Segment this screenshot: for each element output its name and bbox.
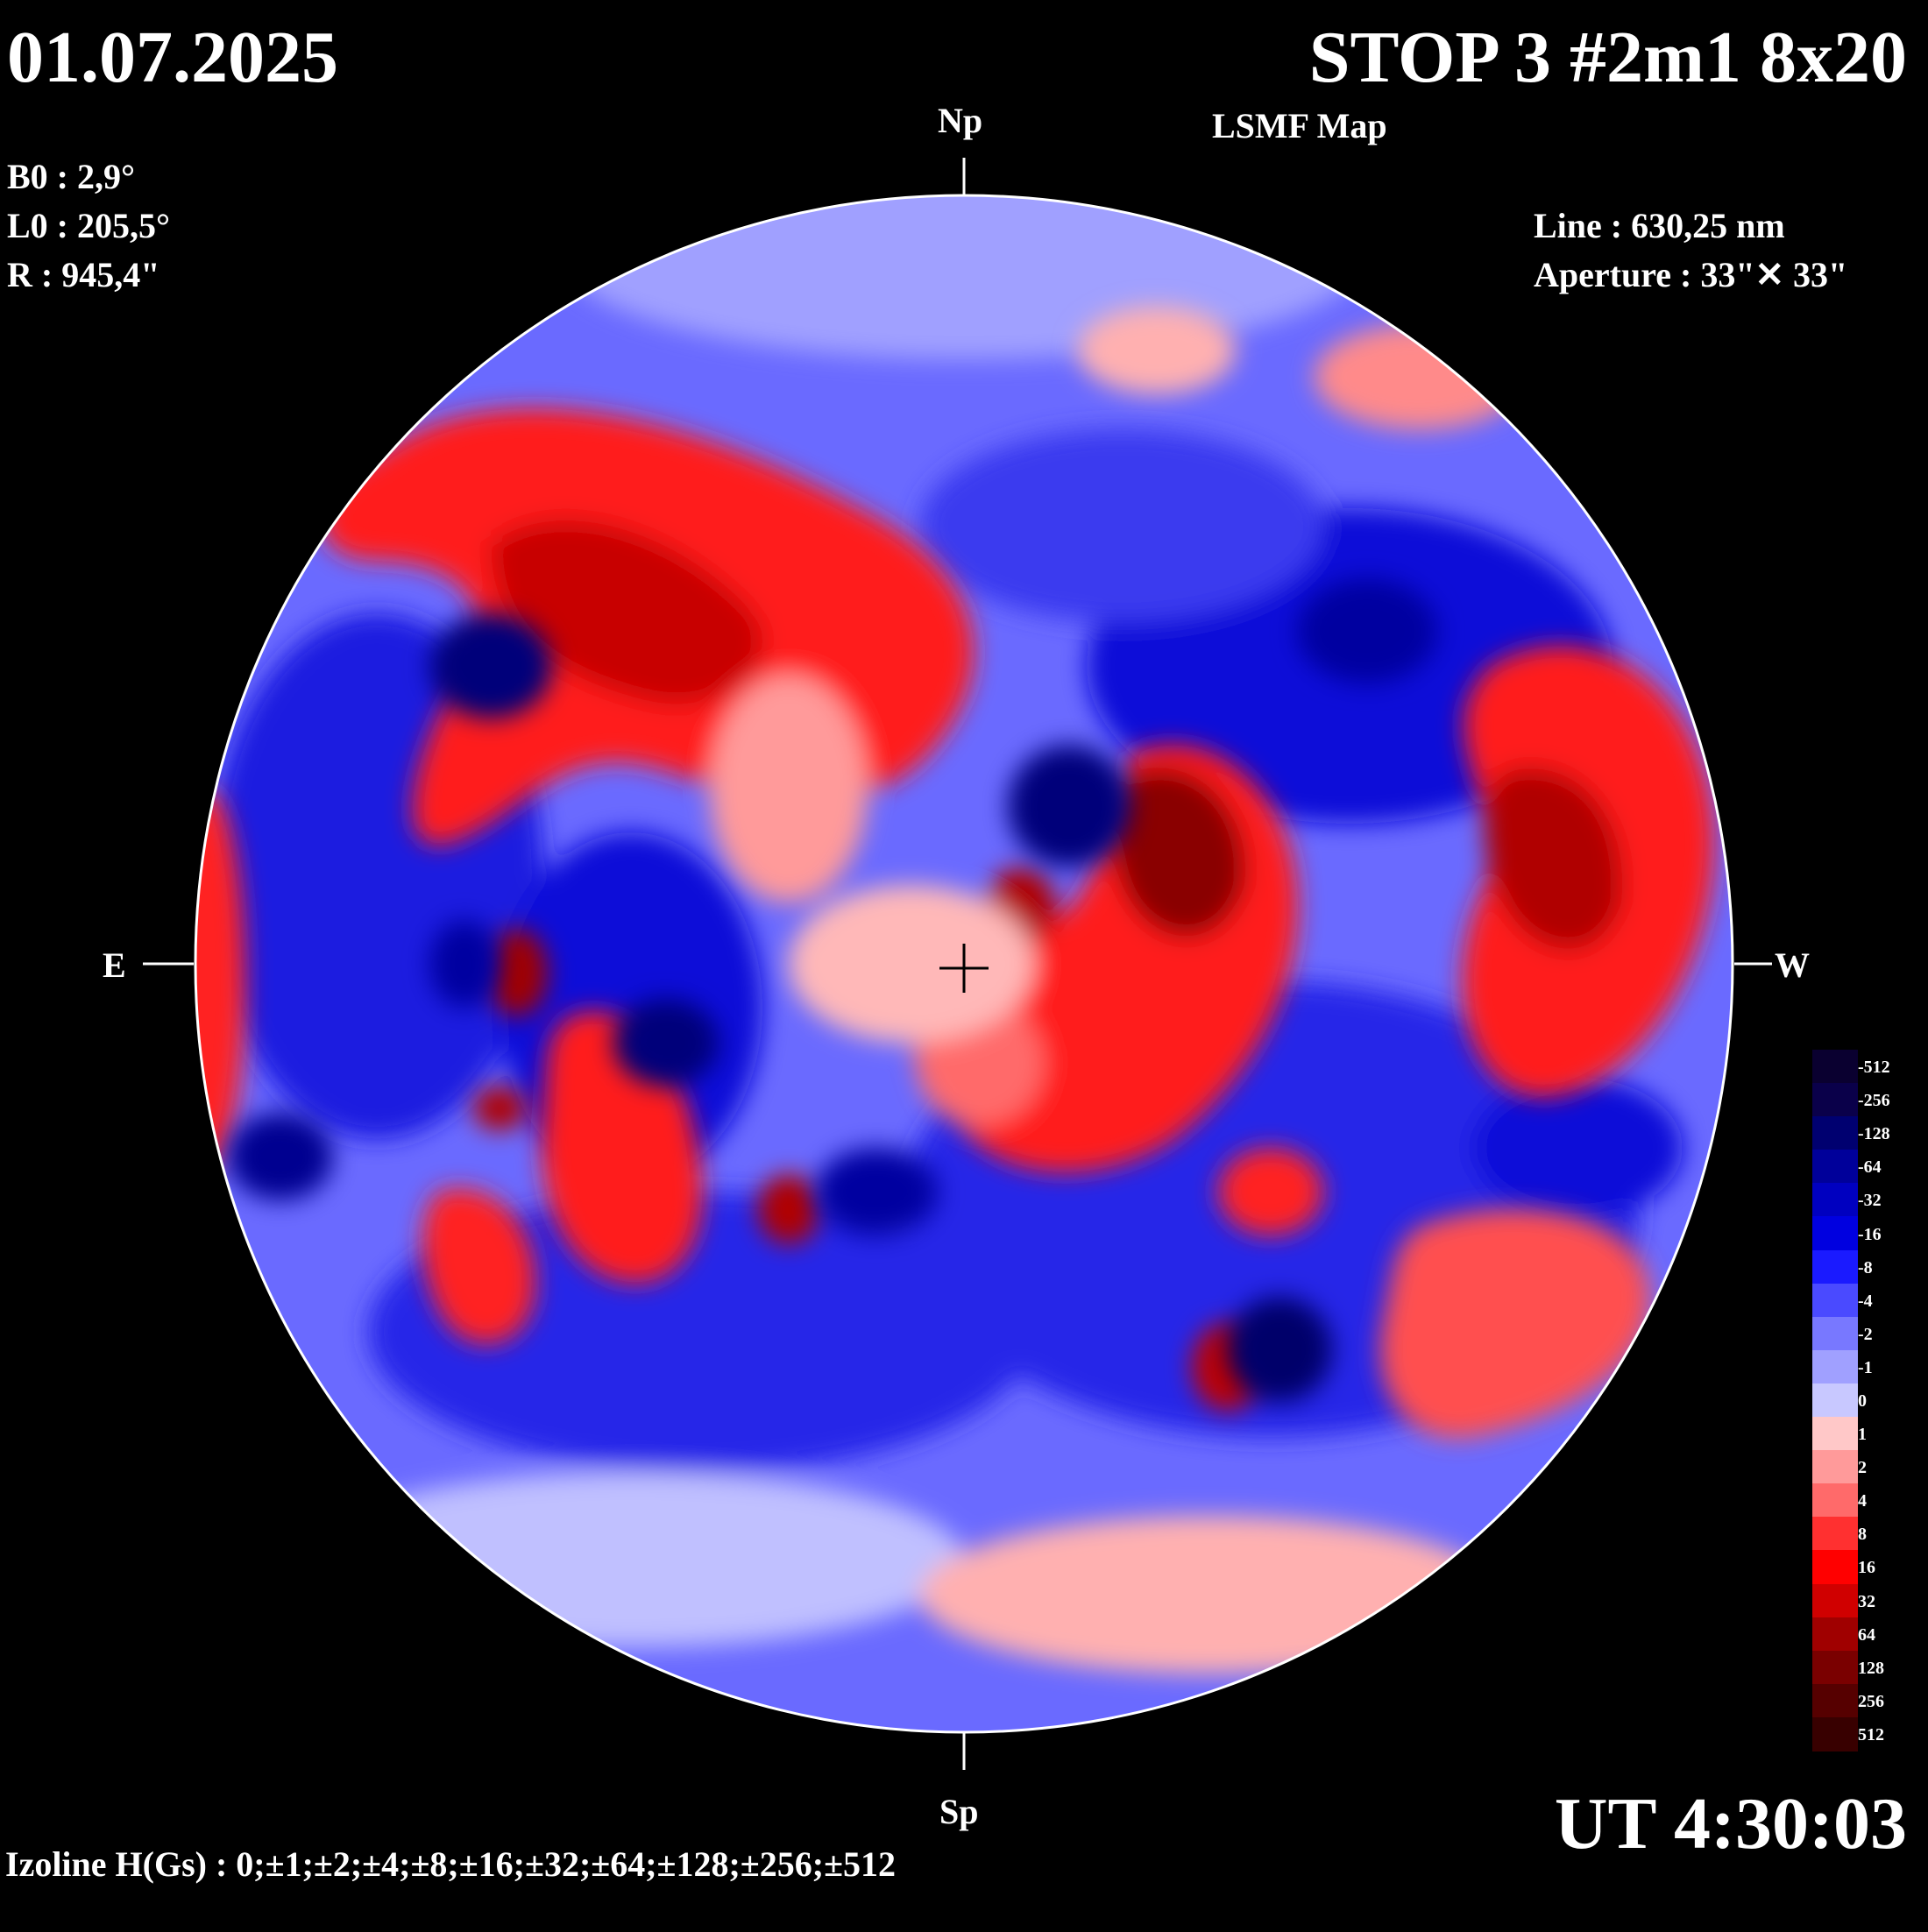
color-scale-swatch (1812, 1050, 1858, 1085)
color-scale-swatch (1812, 1683, 1858, 1718)
color-scale-label: -128 (1858, 1124, 1890, 1144)
color-scale-label: 128 (1858, 1658, 1884, 1678)
color-scale-swatch (1812, 1417, 1858, 1452)
color-scale-swatch (1812, 1550, 1858, 1585)
color-scale-swatch (1812, 1249, 1858, 1284)
color-scale-label: 0 (1858, 1391, 1867, 1411)
color-scale-swatch (1812, 1716, 1858, 1752)
color-scale-swatch (1812, 1450, 1858, 1485)
west-label: W (1775, 945, 1810, 985)
map-subtitle: LSMF Map (1212, 106, 1387, 145)
color-scale-swatch (1812, 1583, 1858, 1618)
color-scale-swatch (1812, 1349, 1858, 1384)
color-scale-label: 1 (1858, 1425, 1867, 1445)
color-scale-label: 512 (1858, 1724, 1884, 1744)
disk-limb (194, 194, 1734, 1734)
color-scale-swatch (1812, 1483, 1858, 1518)
param-b0: B0 : 2,9° (7, 157, 135, 196)
north-pole-label: Np (938, 101, 983, 140)
color-scale-label: 2 (1858, 1458, 1867, 1478)
color-scale-label: 8 (1858, 1525, 1867, 1545)
magnetic-field-contours (195, 195, 1733, 1732)
ut-time: UT 4:30:03 (1554, 1783, 1907, 1865)
izoline-legend: Izoline H(Gs) : 0;±1;±2;±4;±8;±16;±32;±6… (5, 1844, 897, 1884)
color-scale-label: -1 (1858, 1357, 1873, 1377)
color-scale-swatch (1812, 1283, 1858, 1318)
color-scale-label: -16 (1858, 1224, 1882, 1244)
color-scale-label: 64 (1858, 1624, 1875, 1645)
color-scale-label: 256 (1858, 1691, 1884, 1711)
color-scale-label: -4 (1858, 1291, 1873, 1311)
color-scale-label: -64 (1858, 1157, 1882, 1178)
color-scale-label: -2 (1858, 1324, 1873, 1344)
aperture: Aperture : 33"✕ 33" (1534, 255, 1848, 294)
color-scale-label: -512 (1858, 1058, 1890, 1078)
color-scale-label: -32 (1858, 1191, 1882, 1211)
color-scale-swatch (1812, 1116, 1858, 1151)
color-scale-swatch (1812, 1617, 1858, 1652)
color-scale-label: 32 (1858, 1591, 1875, 1611)
color-scale-swatch (1812, 1517, 1858, 1552)
color-scale-swatch (1812, 1650, 1858, 1685)
param-l0: L0 : 205,5° (7, 206, 170, 245)
color-scale-bar (1812, 1050, 1858, 1752)
map-title: STOP 3 #2m1 8x20 (1308, 17, 1907, 98)
color-scale-swatch (1812, 1316, 1858, 1351)
param-radius: R : 945,4" (7, 255, 160, 294)
color-scale-label: -256 (1858, 1091, 1890, 1111)
color-scale-label: 16 (1858, 1558, 1875, 1578)
axis-ticks (143, 158, 1772, 1770)
spectral-line: Line : 630,25 nm (1534, 206, 1785, 245)
color-scale-swatch (1812, 1383, 1858, 1419)
south-pole-label: Sp (939, 1792, 979, 1831)
observation-date: 01.07.2025 (7, 17, 338, 98)
color-scale-label: -8 (1858, 1257, 1873, 1277)
color-scale-swatch (1812, 1183, 1858, 1218)
color-scale-swatch (1812, 1150, 1858, 1185)
color-scale-swatch (1812, 1216, 1858, 1251)
color-scale-label: 4 (1858, 1491, 1867, 1511)
color-scale-swatch (1812, 1083, 1858, 1118)
east-label: E (103, 945, 126, 985)
